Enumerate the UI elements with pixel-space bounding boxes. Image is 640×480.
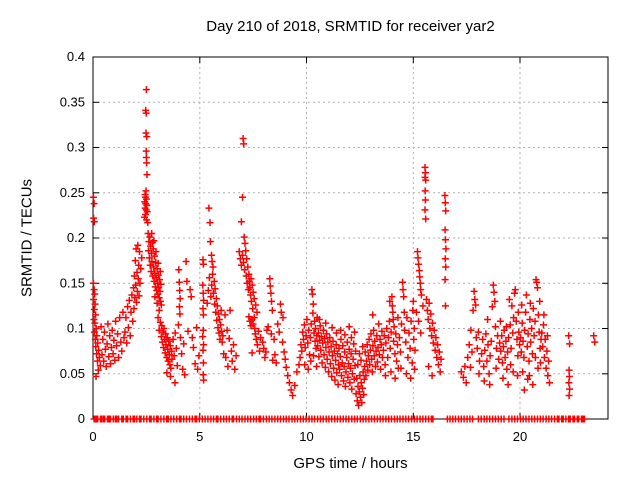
svg-text:20: 20 [513,429,527,444]
x-axis-label: GPS time / hours [293,455,408,472]
svg-text:0.35: 0.35 [60,94,85,109]
svg-text:5: 5 [196,429,203,444]
svg-text:0.4: 0.4 [67,49,85,64]
data-points [89,86,599,409]
svg-text:0.3: 0.3 [67,140,85,155]
zero-band-points [90,415,588,423]
svg-text:15: 15 [406,429,420,444]
svg-text:10: 10 [299,429,313,444]
svg-text:0.05: 0.05 [60,366,85,381]
svg-text:0: 0 [89,429,96,444]
svg-text:0.2: 0.2 [67,230,85,245]
svg-text:0.15: 0.15 [60,275,85,290]
chart-title: Day 210 of 2018, SRMTID for receiver yar… [206,18,495,35]
svg-text:0.25: 0.25 [60,185,85,200]
tick-labels: 0 5 10 15 20 0 0.05 0.1 0.15 0.2 0.25 0.3 0.35 0.4 [60,49,528,444]
svg-text:0: 0 [78,411,85,426]
svg-text:0.1: 0.1 [67,321,85,336]
